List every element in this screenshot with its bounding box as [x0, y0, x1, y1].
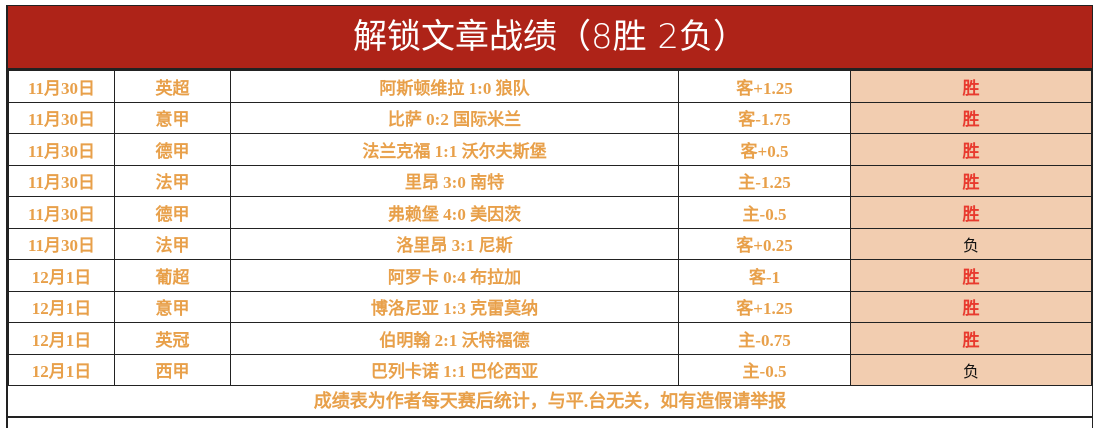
results-sheet: 解锁文章战绩（8胜 2负） 11月30日 英超 阿斯顿维拉 1:0 狼队 客+1.25… — [6, 5, 1093, 428]
cell-league: 英超 — [114, 70, 231, 103]
cell-result: 胜 — [850, 259, 1092, 292]
cell-league: 德甲 — [114, 196, 231, 229]
cell-league: 法甲 — [114, 164, 231, 197]
cell-result: 胜 — [850, 70, 1092, 103]
cell-date: 12月1日 — [8, 322, 115, 355]
cell-match: 阿斯顿维拉 1:0 狼队 — [230, 70, 679, 103]
empty-row — [8, 418, 1092, 428]
cell-handicap: 主-0.5 — [678, 353, 851, 386]
cell-handicap: 客+1.25 — [678, 70, 851, 103]
cell-date: 11月30日 — [8, 133, 115, 166]
cell-date: 11月30日 — [8, 164, 115, 197]
cell-handicap: 客+0.25 — [678, 227, 851, 260]
cell-match: 弗赖堡 4:0 美因茨 — [230, 196, 679, 229]
cell-match: 博洛尼亚 1:3 克雷莫纳 — [230, 290, 679, 323]
cell-result: 负 — [850, 353, 1092, 386]
cell-match: 法兰克福 1:1 沃尔夫斯堡 — [230, 133, 679, 166]
cell-result: 胜 — [850, 101, 1092, 134]
results-table: 11月30日 英超 阿斯顿维拉 1:0 狼队 客+1.25 胜 11月30日 意甲 比萨 0:… — [8, 70, 1092, 386]
table-row: 12月1日 葡超 阿罗卡 0:4 布拉加 客-1 胜 — [8, 259, 1092, 292]
cell-result: 胜 — [850, 290, 1092, 323]
cell-handicap: 客-1 — [678, 259, 851, 292]
table-row: 11月30日 法甲 里昂 3:0 南特 主-1.25 胜 — [8, 164, 1092, 197]
cell-handicap: 主-0.5 — [678, 196, 851, 229]
cell-league: 意甲 — [114, 101, 231, 134]
cell-handicap: 主-1.25 — [678, 164, 851, 197]
cell-date: 12月1日 — [8, 353, 115, 386]
cell-date: 12月1日 — [8, 259, 115, 292]
table-row: 11月30日 法甲 洛里昂 3:1 尼斯 客+0.25 负 — [8, 227, 1092, 260]
cell-date: 11月30日 — [8, 196, 115, 229]
cell-match: 伯明翰 2:1 沃特福德 — [230, 322, 679, 355]
cell-match: 里昂 3:0 南特 — [230, 164, 679, 197]
table-row: 11月30日 意甲 比萨 0:2 国际米兰 客-1.75 胜 — [8, 101, 1092, 134]
cell-league: 英冠 — [114, 322, 231, 355]
cell-league: 葡超 — [114, 259, 231, 292]
table-row: 11月30日 德甲 法兰克福 1:1 沃尔夫斯堡 客+0.5 胜 — [8, 133, 1092, 166]
cell-handicap: 客-1.75 — [678, 101, 851, 134]
cell-date: 11月30日 — [8, 70, 115, 103]
cell-handicap: 客+0.5 — [678, 133, 851, 166]
cell-match: 阿罗卡 0:4 布拉加 — [230, 259, 679, 292]
cell-league: 西甲 — [114, 353, 231, 386]
cell-date: 11月30日 — [8, 101, 115, 134]
cell-date: 11月30日 — [8, 227, 115, 260]
cell-match: 洛里昂 3:1 尼斯 — [230, 227, 679, 260]
cell-result: 负 — [850, 227, 1092, 260]
cell-league: 德甲 — [114, 133, 231, 166]
cell-match: 巴列卡诺 1:1 巴伦西亚 — [230, 353, 679, 386]
cell-handicap: 主-0.75 — [678, 322, 851, 355]
cell-result: 胜 — [850, 133, 1092, 166]
page-title: 解锁文章战绩（8胜 2负） — [8, 5, 1092, 70]
table-row: 11月30日 英超 阿斯顿维拉 1:0 狼队 客+1.25 胜 — [8, 70, 1092, 103]
cell-date: 12月1日 — [8, 290, 115, 323]
cell-league: 意甲 — [114, 290, 231, 323]
cell-handicap: 客+1.25 — [678, 290, 851, 323]
table-row: 12月1日 意甲 博洛尼亚 1:3 克雷莫纳 客+1.25 胜 — [8, 290, 1092, 323]
table-row: 12月1日 英冠 伯明翰 2:1 沃特福德 主-0.75 胜 — [8, 322, 1092, 355]
cell-result: 胜 — [850, 322, 1092, 355]
footer-note: 成绩表为作者每天赛后统计，与平.台无关，如有造假请举报 — [8, 386, 1092, 418]
table-row: 12月1日 西甲 巴列卡诺 1:1 巴伦西亚 主-0.5 负 — [8, 353, 1092, 386]
cell-match: 比萨 0:2 国际米兰 — [230, 101, 679, 134]
cell-result: 胜 — [850, 196, 1092, 229]
table-row: 11月30日 德甲 弗赖堡 4:0 美因茨 主-0.5 胜 — [8, 196, 1092, 229]
cell-result: 胜 — [850, 164, 1092, 197]
cell-league: 法甲 — [114, 227, 231, 260]
